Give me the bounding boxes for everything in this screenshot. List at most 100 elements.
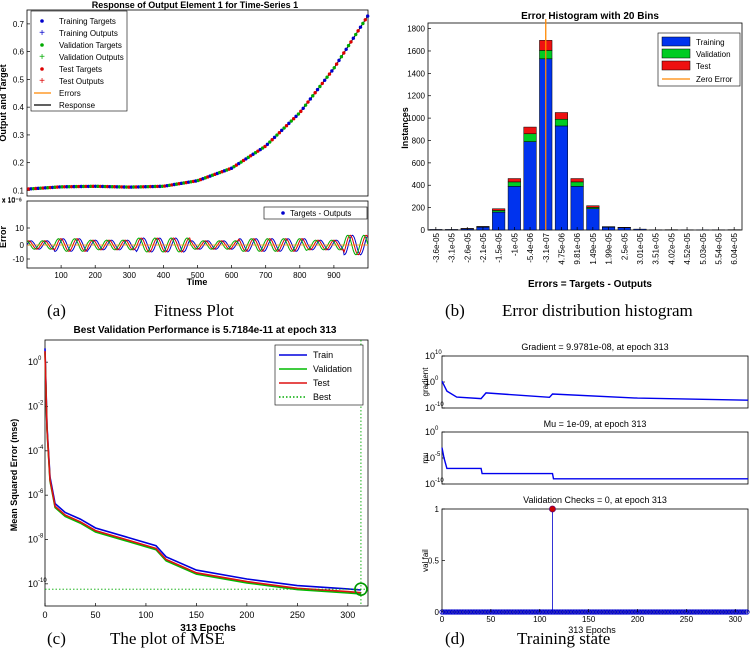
mse-ytick-label: 10	[28, 579, 38, 589]
fitness-target-point	[91, 184, 95, 189]
fitness-ytick-label: 0.1	[13, 186, 25, 195]
fitness-target-point	[148, 184, 153, 189]
fitness-target-point	[272, 135, 277, 140]
fitness-target-point	[322, 78, 327, 82]
mse-xtick-label: 300	[340, 610, 355, 620]
fitness-target-point	[155, 184, 160, 189]
histogram-xtick-label: 3.01e-05	[636, 232, 645, 264]
fitness-ytick-label: 0.4	[13, 103, 25, 112]
histogram-xtick-label: 6.04e-05	[730, 232, 739, 264]
histogram-ytick-label: 600	[412, 159, 426, 168]
training-panel-1-line	[441, 380, 749, 401]
fitness-target-point	[351, 36, 356, 40]
fitness-target-point	[342, 51, 346, 55]
histogram-xtick-label: -1.5e-05	[495, 232, 504, 262]
fitness-target-point	[327, 72, 332, 76]
fitness-target-point	[299, 109, 303, 114]
training-ytick-label: 0	[435, 608, 440, 617]
caption-3-label: (c)	[47, 629, 66, 648]
mse-ytick-label: 10	[28, 357, 38, 367]
fitness-ytick-label: 0.5	[13, 75, 25, 84]
mse-plot-axes	[44, 339, 369, 607]
mse-xtick-label: 100	[138, 610, 153, 620]
fitness-target-point	[136, 185, 141, 189]
histogram-bar-test	[554, 112, 568, 120]
histogram-bar-training	[570, 186, 584, 231]
training-ytick-label-exp: 0	[435, 426, 439, 432]
training-valfail-spike-marker	[549, 505, 556, 513]
fitness-legend-marker	[40, 67, 44, 71]
histogram-xtick-label: 2.5e-05	[620, 232, 629, 260]
error-exponent: x 10⁻⁸	[2, 198, 22, 205]
histogram-legend-swatch	[661, 60, 691, 71]
histogram-ytick-label: 1800	[407, 25, 425, 34]
fitness-legend-item: Response	[59, 101, 96, 110]
histogram-bar-test	[570, 178, 584, 183]
mse-xtick-label: 150	[189, 610, 204, 620]
fitness-legend-item: Test Targets	[59, 65, 102, 74]
training-panel-2-ylabel: mu	[421, 452, 430, 463]
training-valfail-point	[742, 609, 749, 615]
error-legend	[263, 206, 368, 220]
fitness-target-point	[354, 32, 358, 37]
histogram-xlabel: Errors = Targets - Outputs	[528, 279, 652, 290]
error-xtick-label: 900	[327, 271, 341, 280]
fitness-target-point	[275, 133, 279, 137]
fitness-target-point	[129, 185, 134, 189]
fitness-target-point	[86, 184, 91, 189]
error-xtick-label: 500	[191, 271, 205, 280]
histogram-xtick-label: -2.6e-05	[463, 232, 472, 262]
training-ytick-label-exp: -10	[435, 478, 444, 484]
fitness-target-point	[282, 126, 286, 130]
mse-legend-test: Test	[313, 378, 330, 388]
fitness-ytick-label: 0.3	[13, 131, 25, 140]
histogram-ylabel: Instances	[400, 107, 410, 149]
fitness-target-point	[105, 184, 110, 189]
histogram-legend-item: Test	[696, 62, 711, 71]
histogram-xtick-label: -3.1e-05	[448, 232, 457, 262]
fitness-legend-item: Test Outputs	[59, 77, 104, 86]
fitness-legend-plus: +	[39, 28, 45, 39]
fitness-target-point	[308, 97, 313, 101]
fitness-target-point	[65, 185, 69, 189]
caption-4-text: Training state	[517, 629, 610, 648]
fitness-target-point	[101, 184, 105, 189]
fitness-legend-marker	[40, 43, 44, 47]
fitness-target-point	[349, 40, 353, 44]
fitness-legend-plus: +	[39, 76, 45, 87]
fitness-target-point	[358, 25, 363, 29]
histogram-bar-test	[492, 208, 506, 211]
error-xtick-label: 400	[157, 271, 171, 280]
training-panel-1-ylabel: gradient	[421, 367, 430, 397]
fitness-target-point	[58, 185, 62, 189]
fitness-target-point	[339, 54, 344, 59]
histogram-ytick-label: 1400	[407, 69, 425, 78]
mse-xlabel: 313 Epochs	[180, 623, 236, 634]
fitness-target-point	[132, 185, 136, 189]
fitness-target-point	[79, 184, 83, 189]
fitness-target-point	[153, 184, 157, 189]
histogram-bar-test	[507, 178, 521, 183]
training-ytick-label: 1	[435, 505, 440, 514]
fitness-target-point	[143, 185, 148, 189]
mse-legend-best: Best	[313, 392, 332, 402]
fitness-target-point	[108, 184, 112, 189]
fitness-target-point	[265, 142, 270, 147]
mse-ytick-label: 10	[28, 490, 38, 500]
caption-2-label: (b)	[445, 301, 465, 320]
histogram-xtick-label: -3.6e-05	[432, 232, 441, 262]
fitness-legend-item: Errors	[59, 89, 81, 98]
training-panel-2-axes	[441, 431, 749, 485]
histogram-bar-test	[586, 205, 600, 208]
histogram-xtick-label: 3.51e-05	[652, 232, 661, 264]
histogram-ytick-label: 0	[421, 226, 426, 235]
fitness-target-point	[98, 184, 103, 189]
fitness-target-point	[268, 140, 272, 144]
histogram-xtick-label: -2.1e-05	[479, 232, 488, 262]
histogram-bar-validation	[554, 118, 568, 127]
training-panel-1-title: Gradient = 9.9781e-08, at epoch 313	[521, 342, 668, 352]
histogram-title: Error Histogram with 20 Bins	[521, 11, 659, 22]
fitness-ytick-label: 0.2	[13, 159, 25, 168]
fitness-target-point	[60, 185, 64, 189]
fitness-target-point	[84, 184, 88, 189]
